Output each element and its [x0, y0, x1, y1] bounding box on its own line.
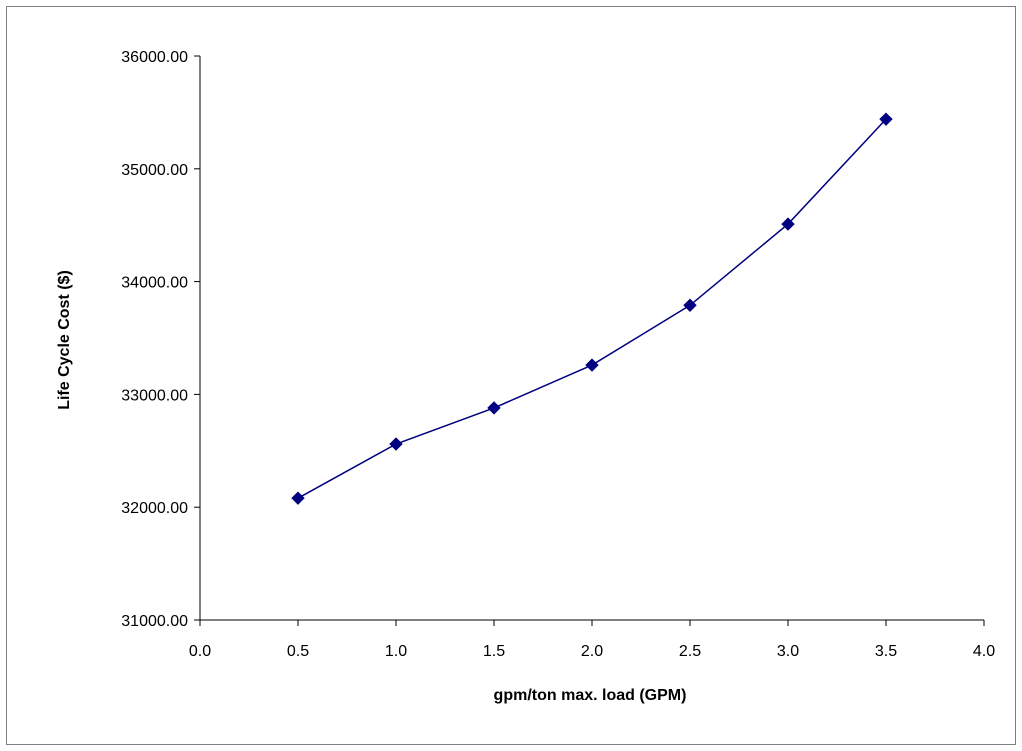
data-point-marker	[683, 298, 697, 312]
x-tick-label: 2.5	[679, 643, 701, 660]
data-point-marker	[487, 401, 501, 415]
y-tick-label: 33000.00	[121, 387, 188, 404]
ticks: 31000.00 32000.00 33000.00 34000.00 35000.00…	[121, 49, 995, 660]
x-tick-label: 0.5	[287, 643, 309, 660]
data-point-marker	[291, 491, 305, 505]
y-tick-label: 36000.00	[121, 49, 188, 66]
y-tick-label: 31000.00	[121, 613, 188, 630]
x-tick-label: 2.0	[581, 643, 603, 660]
x-tick-label: 4.0	[973, 643, 995, 660]
x-tick-label: 3.5	[875, 643, 897, 660]
y-tick-label: 34000.00	[121, 275, 188, 292]
x-tick-label: 1.0	[385, 643, 407, 660]
series	[291, 112, 893, 505]
x-tick-label: 1.5	[483, 643, 505, 660]
data-point-marker	[585, 358, 599, 372]
x-axis-title: gpm/ton max. load (GPM)	[494, 687, 687, 704]
y-tick-label: 32000.00	[121, 500, 188, 517]
y-tick-label: 35000.00	[121, 162, 188, 179]
y-axis-title: Life Cycle Cost ($)	[56, 270, 73, 410]
data-point-marker	[389, 437, 403, 451]
chart-frame	[6, 6, 1016, 745]
data-point-marker	[781, 217, 795, 231]
x-tick-label: 0.0	[189, 643, 211, 660]
series-line	[297, 118, 887, 499]
x-tick-label: 3.0	[777, 643, 799, 660]
data-point-marker	[879, 112, 893, 126]
